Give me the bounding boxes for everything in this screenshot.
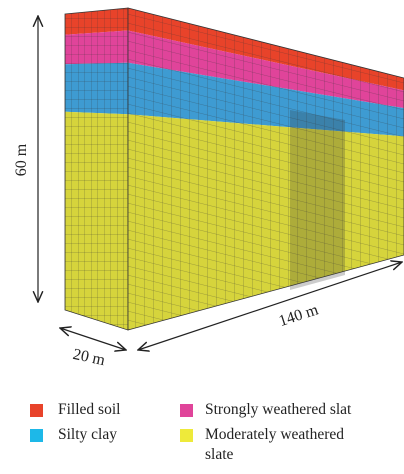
legend-swatch (30, 429, 43, 442)
legend-swatch (180, 429, 193, 442)
legend-label: Silty clay (58, 426, 117, 443)
legend-swatch (30, 404, 43, 417)
model-figure: 60 m 20 m 140 m (13, 7, 404, 369)
legend-label: Strongly weathered slat (205, 401, 352, 418)
width-dimension (60, 328, 126, 350)
height-label: 60 m (13, 143, 30, 176)
length-label: 140 m (277, 301, 321, 330)
length-dimension (138, 262, 402, 350)
legend-swatch (180, 404, 193, 417)
width-label: 20 m (71, 346, 107, 369)
long-face (127, 7, 404, 331)
legend-label: Moderately weathered slate (205, 426, 345, 463)
end-face (64, 7, 129, 331)
legend-label: Filled soil (58, 401, 121, 418)
